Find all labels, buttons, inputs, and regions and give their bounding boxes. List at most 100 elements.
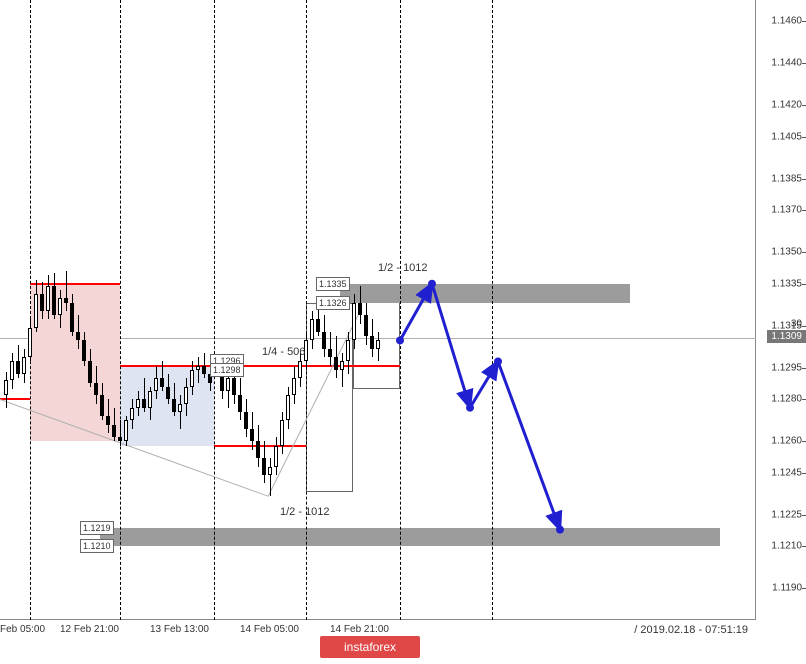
level-line — [30, 283, 120, 285]
annotation: 1/4 - 506 — [262, 346, 305, 358]
session-divider — [306, 0, 307, 620]
y-tick-label: 1.1210 — [771, 541, 802, 552]
candle — [58, 298, 62, 315]
annotation: 1/2 - 1012 — [280, 506, 330, 518]
price-label: 1.1326 — [316, 296, 350, 310]
y-tick-label: 1.1370 — [771, 205, 802, 216]
candle — [256, 441, 260, 458]
candle — [34, 294, 38, 328]
session-divider — [400, 0, 401, 620]
shaded-box — [120, 366, 214, 446]
y-tick-label: 1.1405 — [771, 131, 802, 142]
candle — [280, 420, 284, 445]
session-divider — [120, 0, 121, 620]
candle — [112, 425, 116, 438]
candle — [286, 395, 290, 420]
candle — [370, 336, 374, 349]
y-tick-label: 1.1385 — [771, 173, 802, 184]
candle — [268, 467, 272, 475]
price-zone — [100, 528, 720, 547]
candle — [88, 361, 92, 382]
candle — [196, 366, 200, 370]
y-axis: 1.1460 1.1440 1.1420 1.1405 1.1385 1.1370 1.13… — [756, 0, 806, 620]
candle — [340, 361, 344, 369]
candle — [274, 446, 278, 467]
candle — [100, 395, 104, 416]
current-price-tab: 1.1309 — [767, 330, 806, 343]
candle — [316, 319, 320, 332]
candle — [82, 340, 86, 361]
candle — [130, 408, 134, 421]
y-tick-label: 1.1225 — [771, 509, 802, 520]
timestamp: / 2019.02.18 - 07:51:19 — [634, 624, 748, 636]
candle — [358, 303, 362, 316]
candle — [10, 361, 14, 380]
y-tick-label: 1.1260 — [771, 436, 802, 447]
candle — [106, 416, 110, 424]
candle — [262, 458, 266, 475]
candle — [202, 366, 206, 374]
y-tick-label: 1.1245 — [771, 467, 802, 478]
y-tick-label: 1.1335 — [771, 278, 802, 289]
x-tick-label: 13 Feb 13:00 — [150, 624, 209, 635]
candle — [178, 404, 182, 412]
candle — [328, 349, 332, 357]
candle — [232, 378, 236, 395]
y-tick-label: 1.1280 — [771, 394, 802, 405]
watermark: instaforex — [320, 636, 420, 658]
candle — [22, 357, 26, 374]
candle — [148, 391, 152, 408]
candle — [52, 286, 56, 315]
y-tick-label: 1.1440 — [771, 58, 802, 69]
candle — [238, 395, 242, 412]
candle — [250, 429, 254, 442]
plot-area[interactable]: 1.13351.13261.12961.12981.12191.12101/2 … — [0, 0, 756, 620]
price-label: 1.1335 — [316, 277, 350, 291]
y-tick-label: 1.1460 — [771, 16, 802, 27]
chart-container: 1.13351.13261.12961.12981.12191.12101/2 … — [0, 0, 806, 664]
candle — [28, 328, 32, 357]
candle — [376, 340, 380, 348]
y-tick-label: 1.1420 — [771, 100, 802, 111]
y-tick-label: 1.1295 — [771, 362, 802, 373]
session-divider — [214, 0, 215, 620]
candle — [172, 399, 176, 412]
candle — [70, 303, 74, 332]
candle — [118, 437, 122, 441]
candle — [190, 370, 194, 387]
candle — [124, 420, 128, 441]
candle — [160, 378, 164, 386]
candle — [94, 383, 98, 396]
session-divider — [492, 0, 493, 620]
candle — [154, 378, 158, 391]
candle — [352, 303, 356, 341]
candle — [334, 357, 338, 370]
candle — [292, 378, 296, 395]
candle — [64, 298, 68, 302]
y-tick-label: 1.1190 — [772, 583, 802, 594]
candle — [310, 319, 314, 340]
annotation: 1/2 - 1012 — [378, 262, 428, 274]
candle — [364, 315, 368, 336]
candle — [136, 399, 140, 407]
candle — [226, 378, 230, 391]
candle — [322, 332, 326, 349]
current-price-small: 30 — [791, 319, 802, 330]
x-tick-label: 14 Feb 05:00 — [240, 624, 299, 635]
price-label: 1.1298 — [210, 363, 244, 377]
candle — [76, 332, 80, 340]
candle — [244, 412, 248, 429]
candle — [184, 387, 188, 404]
candle — [46, 286, 50, 311]
x-tick-label: 12 Feb 21:00 — [60, 624, 119, 635]
candle — [16, 361, 20, 374]
price-label: 1.1219 — [80, 521, 114, 535]
candle — [4, 380, 8, 395]
candle — [298, 361, 302, 378]
candle — [346, 340, 350, 361]
candle — [142, 399, 146, 407]
candle — [40, 294, 44, 311]
candle — [166, 387, 170, 400]
x-tick-label: 14 Feb 21:00 — [330, 624, 389, 635]
x-tick-label: Feb 05:00 — [0, 624, 45, 635]
